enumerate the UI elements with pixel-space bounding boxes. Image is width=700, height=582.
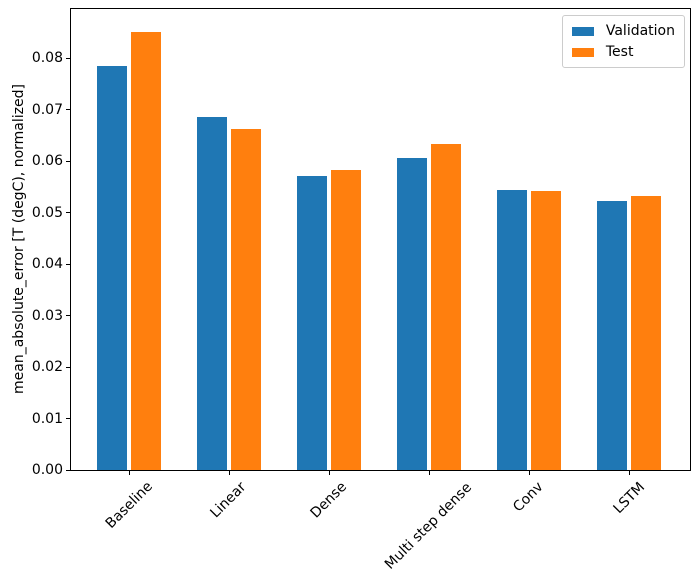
bar-test-multi-step-dense bbox=[431, 144, 461, 470]
bar-validation-lstm bbox=[597, 200, 627, 470]
x-tick-label-lstm: LSTM bbox=[609, 478, 648, 517]
y-tick-mark bbox=[66, 263, 70, 265]
bar-validation-conv bbox=[497, 189, 527, 470]
test-color-swatch bbox=[571, 47, 594, 57]
y-tick-mark bbox=[66, 212, 70, 214]
y-axis-label: mean_absolute_error [T (degC), normalize… bbox=[11, 84, 27, 394]
legend-item-validation: Validation bbox=[571, 23, 675, 39]
bar-test-baseline bbox=[131, 31, 161, 470]
x-tick-mark bbox=[129, 471, 130, 475]
y-tick-label: 0.04 bbox=[31, 256, 63, 273]
x-tick-mark bbox=[429, 471, 430, 475]
x-tick-label-baseline: Baseline bbox=[102, 478, 156, 533]
y-tick-mark bbox=[66, 315, 70, 317]
x-tick-label-conv: Conv bbox=[510, 479, 547, 516]
bar-validation-multi-step-dense bbox=[397, 158, 427, 470]
plot-area: Validation Test 0.00 0.01 0.02 0.03 0.04 0.05… bbox=[32, 8, 691, 572]
legend-label-validation: Validation bbox=[605, 23, 675, 39]
bar-test-lstm bbox=[631, 195, 661, 470]
legend-label-test: Test bbox=[605, 44, 634, 60]
y-tick-label: 0.07 bbox=[31, 101, 63, 118]
validation-color-swatch bbox=[571, 26, 594, 36]
legend-item-test: Test bbox=[571, 44, 675, 60]
y-tick-label: 0.06 bbox=[31, 153, 63, 170]
x-tick-mark bbox=[329, 471, 330, 475]
y-tick-mark bbox=[66, 160, 70, 162]
x-tick-label-multi-step-dense: Multi step dense bbox=[381, 479, 476, 573]
bar-test-linear bbox=[231, 128, 261, 470]
y-tick-label: 0.00 bbox=[31, 462, 63, 478]
legend: Validation Test bbox=[561, 15, 685, 68]
y-tick-mark bbox=[66, 366, 70, 368]
x-tick-label-dense: Dense bbox=[307, 478, 351, 522]
x-tick-mark bbox=[529, 471, 530, 475]
y-tick-mark bbox=[66, 57, 70, 59]
bar-test-dense bbox=[331, 170, 361, 470]
bar-test-conv bbox=[531, 191, 561, 470]
y-tick-label: 0.05 bbox=[31, 204, 63, 221]
x-tick-label-linear: Linear bbox=[207, 479, 250, 522]
y-tick-mark bbox=[66, 109, 70, 111]
y-tick-label: 0.03 bbox=[31, 307, 63, 324]
bar-validation-linear bbox=[197, 117, 227, 470]
y-tick-mark bbox=[66, 418, 70, 420]
y-tick-mark bbox=[66, 469, 70, 471]
bar-validation-dense bbox=[297, 175, 327, 470]
x-tick-mark bbox=[229, 471, 230, 475]
y-tick-label: 0.08 bbox=[31, 50, 63, 67]
bar-validation-baseline bbox=[97, 66, 127, 470]
x-tick-mark bbox=[629, 471, 630, 475]
y-tick-label: 0.02 bbox=[31, 359, 63, 376]
y-tick-label: 0.01 bbox=[31, 410, 63, 427]
